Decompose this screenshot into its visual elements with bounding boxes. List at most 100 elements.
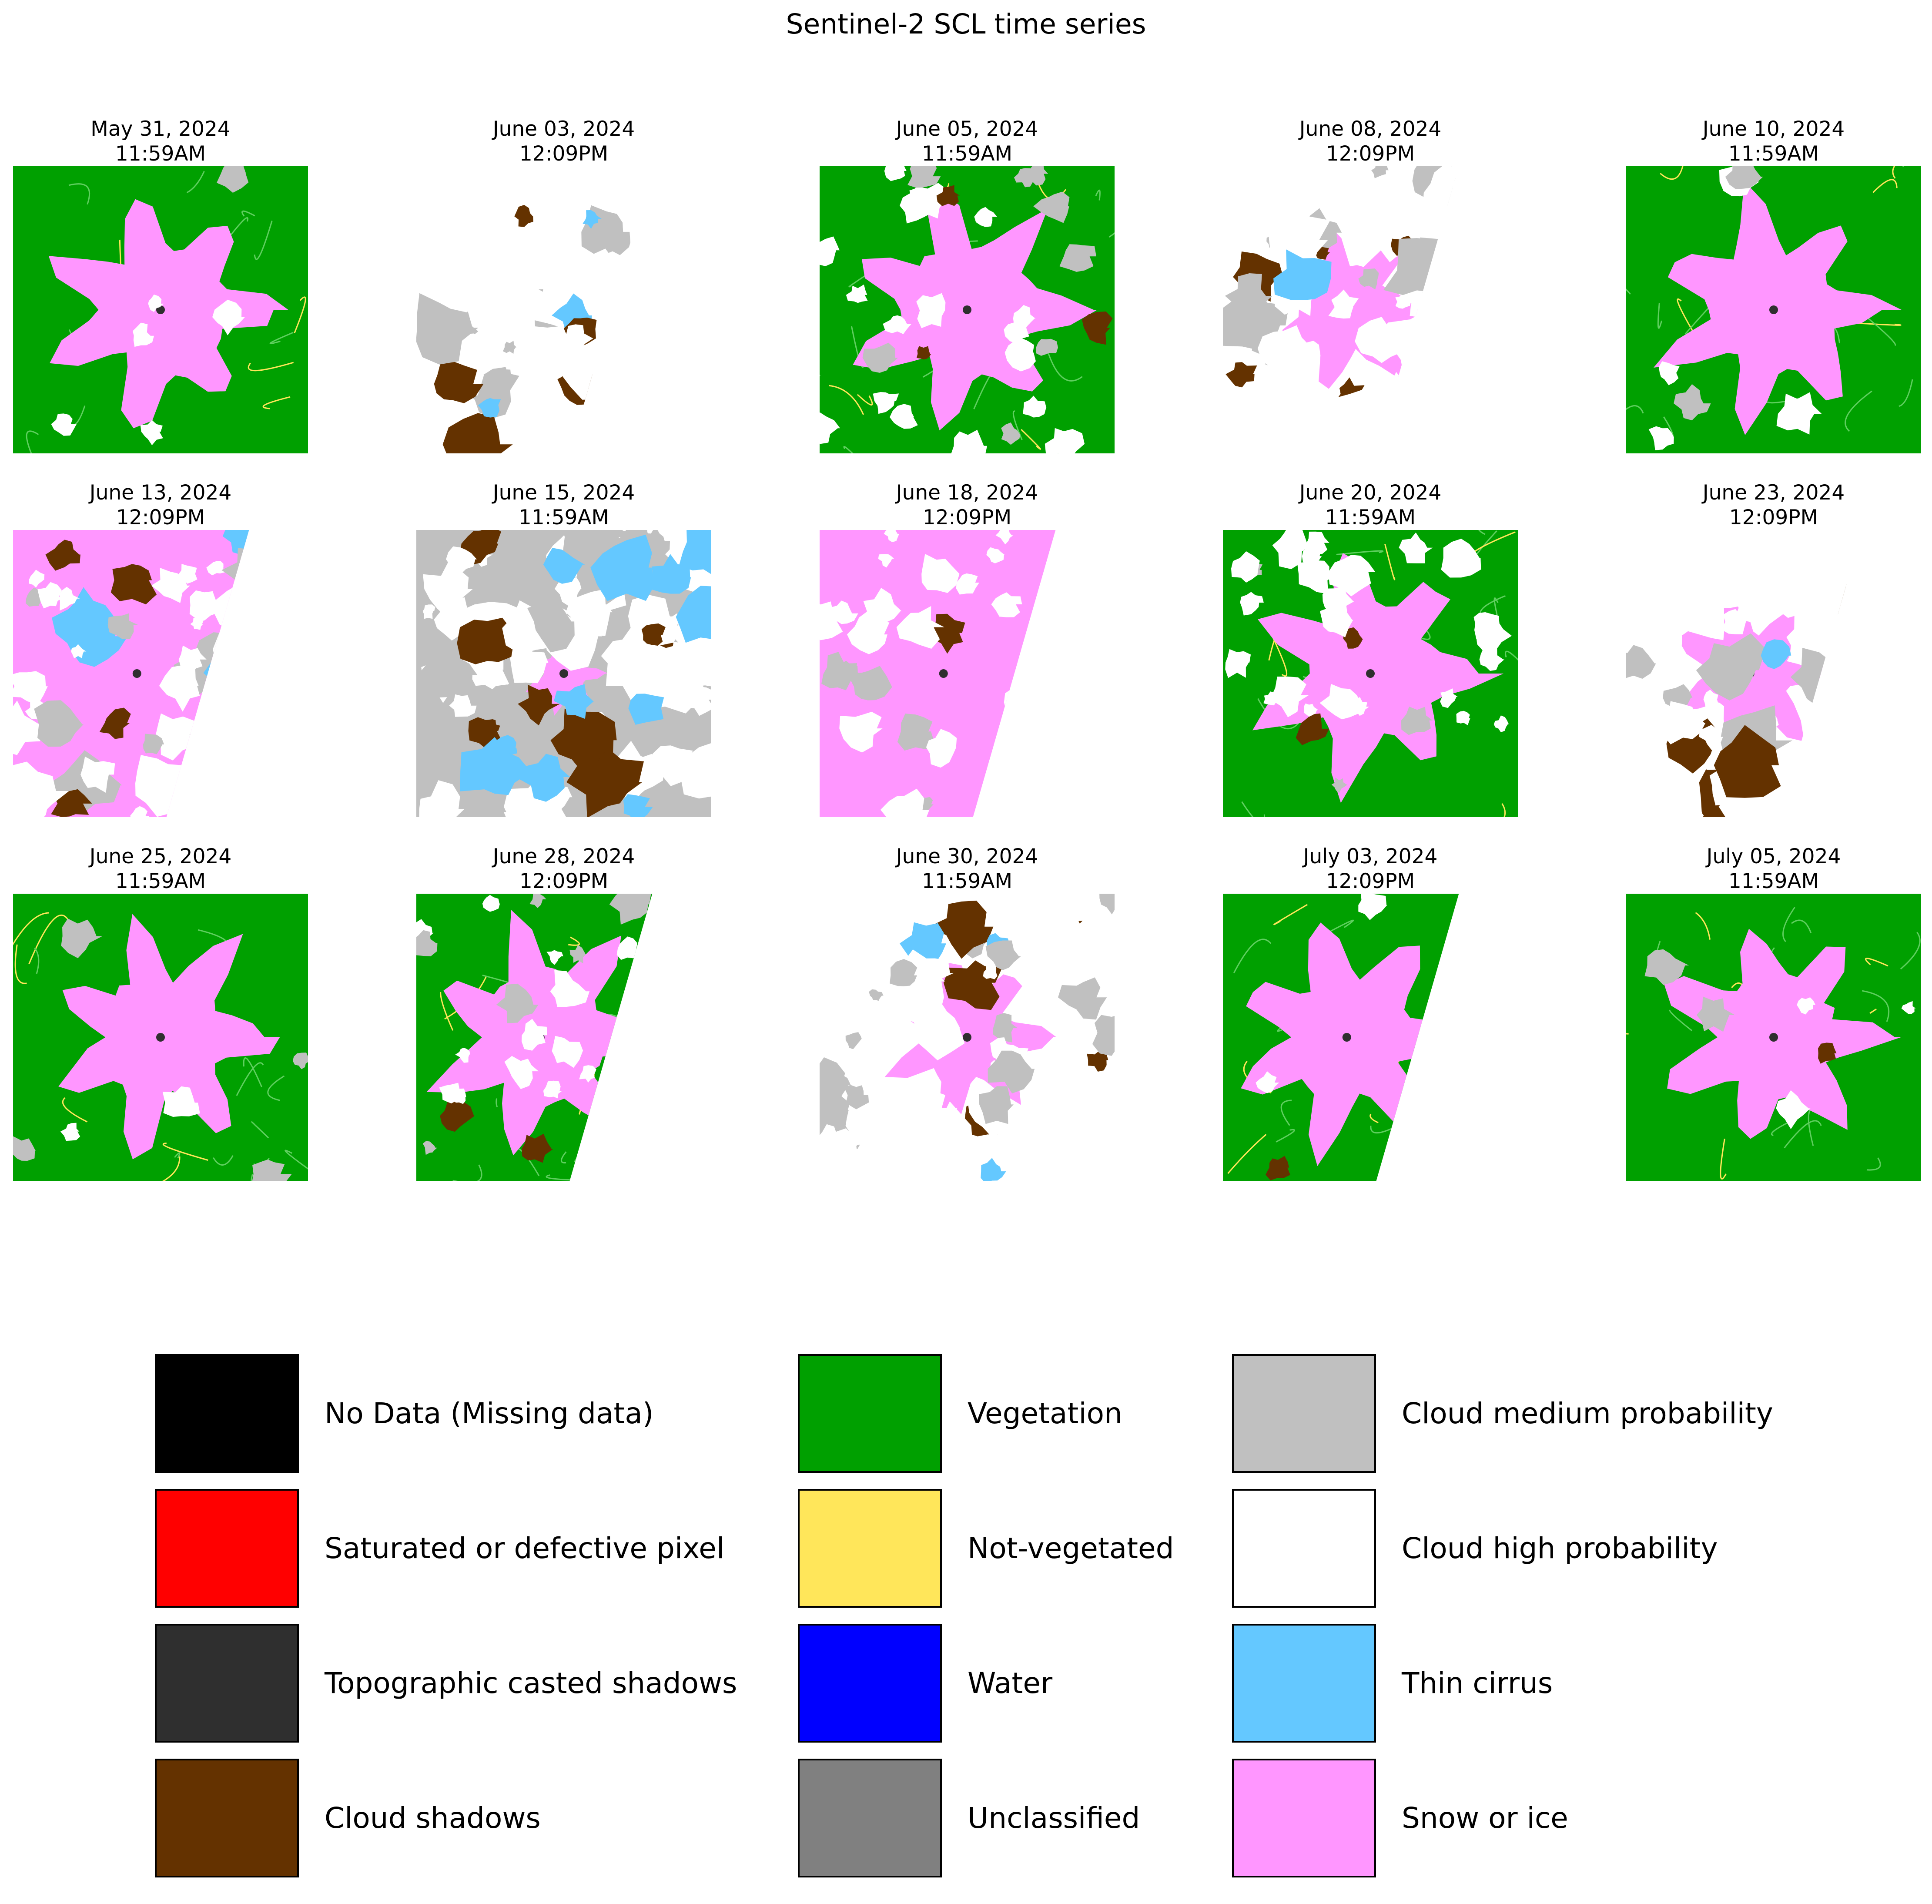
terrain-line: [1276, 1129, 1295, 1143]
cloud-patch: [37, 582, 65, 609]
scl-panel: June 13, 2024 12:09PM: [13, 480, 308, 817]
map-layers: [13, 166, 308, 453]
panel-time: 11:59AM: [115, 142, 206, 166]
cloud-patch: [59, 587, 80, 611]
cloud-patch: [1328, 289, 1359, 319]
cloud-patch: [1761, 639, 1791, 669]
panel-title: June 13, 2024 12:09PM: [13, 480, 308, 530]
cloud-patch: [151, 567, 190, 603]
cloud-patch: [162, 1086, 200, 1117]
scl-map: [1626, 530, 1921, 817]
map-layers: [1223, 530, 1518, 817]
panel-date: July 05, 2024: [1706, 845, 1841, 868]
cloud-patch: [1331, 778, 1348, 793]
cloud-patch: [670, 743, 711, 799]
cloud-patch: [1491, 199, 1518, 235]
cirrus-patch: [590, 534, 655, 601]
legend-label: No Data (Missing data): [325, 1397, 654, 1430]
cloud-patch: [861, 588, 902, 627]
cloud-patch: [99, 707, 131, 739]
cloud-patch: [156, 713, 195, 761]
terrain-line: [1233, 939, 1272, 973]
cloud-patch: [438, 253, 487, 303]
cloud-patch: [1477, 394, 1518, 438]
cloud-patch: [1815, 530, 1862, 589]
terrain-line: [452, 1164, 482, 1181]
cloud-patch: [1064, 773, 1086, 793]
map-layers: [1223, 894, 1459, 1181]
scl-map: [13, 166, 308, 453]
cloud-patch: [71, 644, 87, 659]
cloud-patch: [1257, 325, 1313, 374]
cloud-patch: [107, 613, 138, 639]
cloud-patch: [254, 784, 308, 817]
scl-panel: June 25, 2024 11:59AM: [13, 844, 308, 1181]
cloud-patch: [1851, 744, 1862, 771]
terrain-line: [1321, 919, 1354, 937]
map-layers: [820, 894, 1115, 1181]
cloud-patch: [836, 1134, 860, 1151]
panel-time: 11:59AM: [1728, 869, 1819, 893]
cloud-patch: [1477, 209, 1518, 248]
legend-label: Vegetation: [968, 1397, 1122, 1430]
cloud-patch: [820, 412, 840, 444]
cirrus-patch: [554, 684, 594, 719]
cloud-patch: [623, 794, 653, 817]
cloud-patch: [1045, 428, 1085, 453]
cloud-patch: [658, 1117, 705, 1153]
cloud-patch: [1399, 532, 1433, 563]
terrain-line: [1273, 904, 1308, 925]
cloud-patch: [1058, 977, 1107, 1020]
cloud-patch: [1240, 592, 1264, 616]
cloud-patch: [143, 734, 164, 754]
cloud-patch: [268, 715, 281, 728]
cloud-patch: [991, 592, 1022, 617]
terrain-line: [1791, 919, 1812, 933]
cloud-patch: [1225, 362, 1257, 388]
cloud-patch: [1461, 253, 1484, 275]
legend-label: Unclassified: [968, 1801, 1140, 1835]
terrain-line: [560, 1151, 567, 1163]
terrain-line: [1269, 631, 1288, 677]
scl-panel: June 10, 2024 11:59AM: [1626, 117, 1921, 453]
panel-title: June 15, 2024 11:59AM: [416, 480, 711, 530]
cloud-patch: [1414, 1131, 1450, 1168]
cloud-patch: [1371, 166, 1389, 178]
legend-label: Cloud shadows: [325, 1801, 541, 1835]
cloud-patch: [1401, 707, 1433, 735]
cloud-patch: [258, 746, 308, 791]
cloud-patch: [1036, 339, 1058, 356]
terrain-line: [684, 1002, 690, 1025]
map-layers: [1626, 166, 1921, 453]
terrain-line: [1862, 990, 1890, 1022]
terrain-line: [1108, 232, 1115, 238]
cloud-patch: [878, 554, 894, 568]
panel-title: June 23, 2024 12:09PM: [1626, 480, 1921, 530]
summit-shadow: [1366, 669, 1375, 678]
cloud-patch: [13, 761, 69, 817]
legend-swatch: [155, 1489, 299, 1608]
cloud-patch: [416, 293, 479, 365]
terrain-line: [1720, 1138, 1727, 1180]
cloud-patch: [216, 631, 249, 689]
cloud-patch: [503, 341, 517, 354]
cloud-patch: [1023, 396, 1047, 418]
cloud-patch: [566, 589, 613, 637]
panel-title: June 10, 2024 11:59AM: [1626, 117, 1921, 166]
scl-map: [1223, 166, 1518, 453]
cloud-patch: [857, 1117, 936, 1181]
legend-swatch: [1232, 1759, 1376, 1877]
cloud-patch: [1892, 543, 1921, 598]
cloud-patch: [681, 199, 711, 244]
cloud-patch: [1460, 168, 1488, 198]
terrain-line: [254, 220, 273, 260]
cloud-patch: [884, 530, 899, 542]
terrain-line: [1227, 1134, 1267, 1174]
cloud-patch: [487, 684, 530, 728]
cloud-patch: [675, 212, 691, 228]
cloud-patch: [603, 1142, 638, 1174]
cloud-patch: [820, 1124, 838, 1153]
cirrus-patch: [676, 586, 711, 643]
panel-title: June 28, 2024 12:09PM: [416, 844, 711, 894]
panel-title: June 20, 2024 11:59AM: [1223, 480, 1518, 530]
